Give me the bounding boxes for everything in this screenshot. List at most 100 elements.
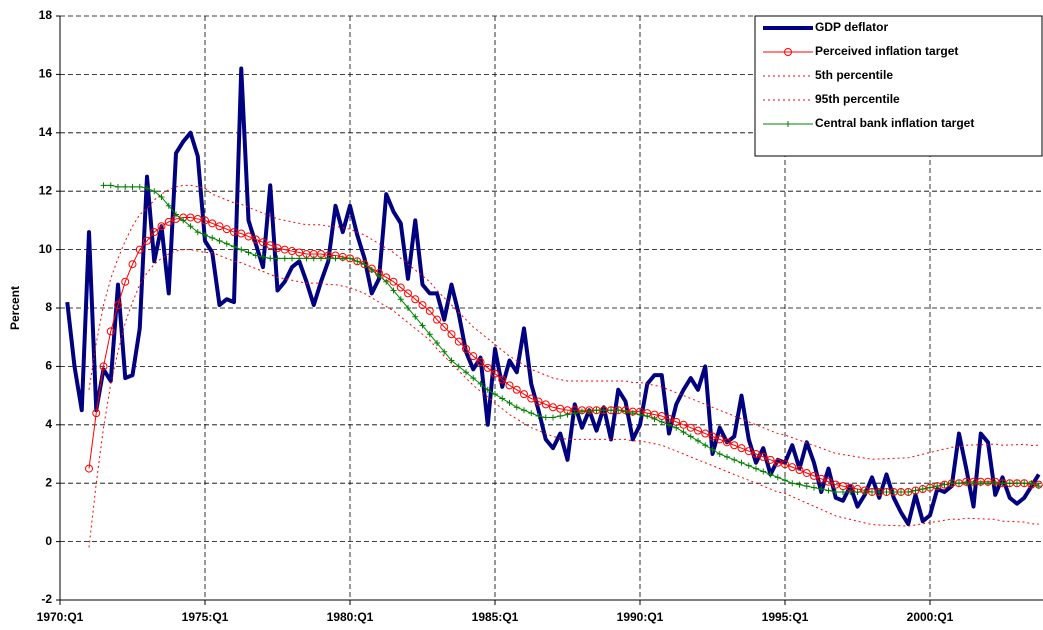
series-marker bbox=[694, 426, 702, 435]
series-marker bbox=[150, 228, 159, 237]
series-marker bbox=[266, 241, 275, 250]
series-marker bbox=[223, 240, 230, 247]
series-marker bbox=[716, 451, 723, 457]
series-marker bbox=[1028, 480, 1035, 487]
y-tick-label: 4 bbox=[45, 417, 52, 431]
series-marker bbox=[534, 397, 543, 406]
series-marker bbox=[760, 468, 767, 475]
series-marker bbox=[441, 348, 448, 355]
series-marker bbox=[122, 183, 129, 190]
series-marker bbox=[1035, 483, 1042, 490]
x-tick-label: 1975:Q1 bbox=[182, 610, 229, 624]
series-marker bbox=[396, 283, 405, 292]
series-marker bbox=[999, 480, 1006, 487]
series-marker bbox=[686, 423, 695, 432]
series-marker bbox=[383, 278, 390, 285]
series-marker bbox=[629, 410, 636, 417]
y-tick-label: -2 bbox=[41, 592, 52, 606]
legend-label: Perceived inflation target bbox=[815, 44, 958, 58]
series-marker bbox=[608, 407, 614, 414]
series-marker bbox=[527, 394, 536, 403]
series-marker bbox=[724, 453, 730, 460]
series-marker bbox=[128, 260, 137, 269]
series-marker bbox=[259, 238, 267, 247]
series-marker bbox=[325, 255, 332, 262]
series-marker bbox=[795, 466, 804, 475]
series-marker bbox=[824, 477, 833, 486]
series-marker bbox=[158, 194, 165, 201]
series-marker bbox=[919, 486, 926, 493]
series-marker bbox=[890, 488, 897, 495]
series-marker bbox=[715, 435, 724, 444]
series-marker bbox=[361, 261, 368, 268]
x-tick-label: 1995:Q1 bbox=[762, 610, 809, 624]
series-marker bbox=[550, 414, 556, 421]
series-marker bbox=[419, 322, 426, 329]
series-marker bbox=[811, 484, 817, 491]
series-marker bbox=[708, 432, 717, 441]
y-tick-label: 8 bbox=[45, 300, 52, 314]
series-line bbox=[103, 184, 1039, 493]
series-marker bbox=[483, 363, 492, 372]
series-marker bbox=[106, 327, 115, 336]
series-marker bbox=[637, 411, 643, 418]
series-marker bbox=[876, 488, 883, 495]
series-marker bbox=[927, 484, 933, 491]
series-marker bbox=[869, 488, 875, 495]
series-marker bbox=[418, 301, 427, 310]
series-marker bbox=[759, 452, 768, 461]
series-marker bbox=[186, 213, 195, 222]
series-marker bbox=[730, 441, 739, 450]
series-marker bbox=[193, 214, 202, 223]
series-marker bbox=[215, 222, 224, 231]
series-marker bbox=[977, 480, 984, 487]
series-marker bbox=[296, 255, 303, 262]
series-line bbox=[88, 184, 1039, 460]
y-tick-label: 2 bbox=[45, 475, 52, 489]
series-marker bbox=[455, 363, 462, 370]
series-marker bbox=[767, 471, 774, 478]
series-marker bbox=[411, 295, 420, 304]
series-marker bbox=[549, 403, 557, 412]
series-marker bbox=[397, 296, 404, 303]
series-marker bbox=[484, 386, 491, 393]
series-marker bbox=[252, 252, 259, 259]
series-marker bbox=[1014, 480, 1020, 487]
series-marker bbox=[789, 480, 796, 487]
series-marker bbox=[107, 182, 114, 189]
series-marker bbox=[347, 255, 353, 262]
series-marker bbox=[586, 408, 593, 415]
series-marker bbox=[100, 182, 107, 189]
x-tick-label: 1980:Q1 bbox=[327, 610, 374, 624]
series-marker bbox=[194, 229, 201, 236]
series-marker bbox=[593, 407, 600, 414]
legend-label: Central bank inflation target bbox=[815, 116, 974, 130]
series-marker bbox=[883, 488, 890, 495]
y-tick-label: 14 bbox=[39, 125, 53, 139]
legend-marker bbox=[785, 121, 791, 127]
series-marker bbox=[744, 447, 753, 456]
series-marker bbox=[752, 450, 760, 458]
series-marker bbox=[912, 487, 919, 494]
series-marker bbox=[753, 465, 759, 472]
series-marker bbox=[679, 420, 688, 429]
series-marker bbox=[216, 237, 223, 244]
series-marker bbox=[622, 408, 629, 415]
series-marker bbox=[940, 480, 949, 489]
series-marker bbox=[825, 487, 832, 494]
series-marker bbox=[781, 460, 789, 469]
series-marker bbox=[506, 399, 513, 406]
series-marker bbox=[492, 391, 498, 398]
series-marker bbox=[673, 424, 680, 431]
legend-label: GDP deflator bbox=[815, 20, 888, 34]
series-marker bbox=[831, 480, 840, 489]
series-marker bbox=[238, 246, 245, 253]
series-marker bbox=[557, 413, 564, 420]
legend-label: 95th percentile bbox=[815, 92, 900, 106]
series-marker bbox=[209, 234, 216, 241]
series-marker bbox=[389, 277, 398, 286]
series-marker bbox=[310, 255, 317, 262]
series-marker bbox=[520, 390, 528, 399]
y-tick-label: 12 bbox=[39, 183, 53, 197]
series-marker bbox=[281, 255, 288, 262]
